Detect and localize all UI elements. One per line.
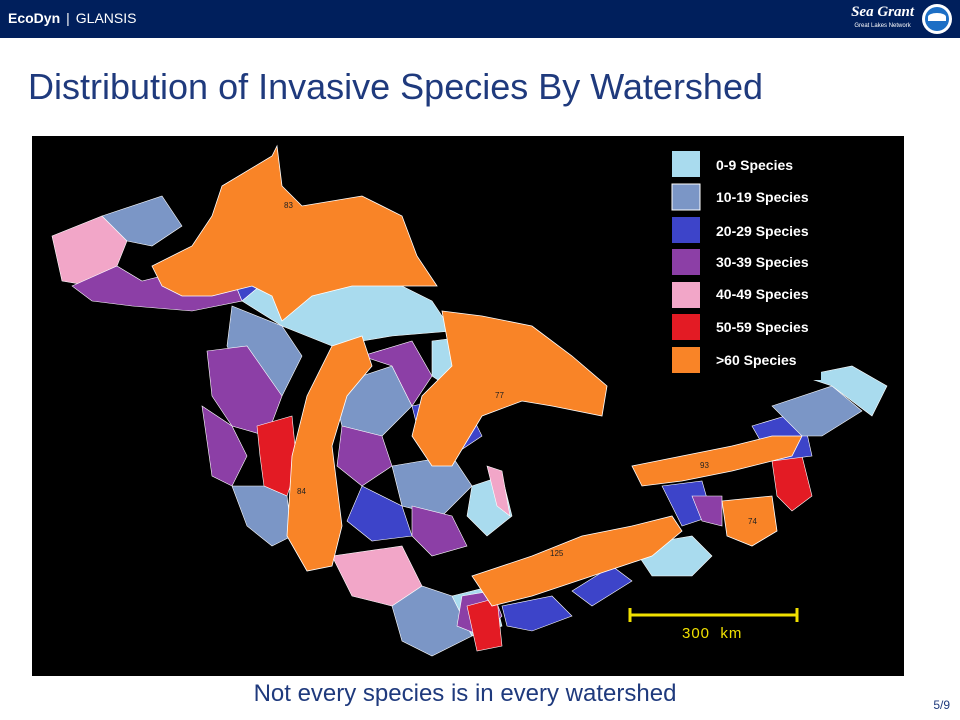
scale-bar: 300 km <box>628 608 799 642</box>
legend-swatch <box>672 347 700 373</box>
lake-superior <box>151 144 438 322</box>
legend-label: 30-39 Species <box>716 254 809 270</box>
lake-label: 83 <box>284 201 293 210</box>
noaa-logo-bird <box>928 13 946 21</box>
sea-grant-logo: Sea Grant Great Lakes Network <box>851 5 914 33</box>
lake-label: 125 <box>550 549 564 558</box>
watershed-region <box>501 595 573 632</box>
lake-huron <box>411 310 608 467</box>
legend-label: 0-9 Species <box>716 157 793 173</box>
lakes <box>151 144 803 607</box>
lake-erie <box>471 515 683 607</box>
lake-label: 77 <box>495 391 504 400</box>
sea-grant-logo-subtext: Great Lakes Network <box>854 23 911 29</box>
lake-label: 74 <box>748 517 757 526</box>
header-logos: Sea Grant Great Lakes Network <box>851 2 952 36</box>
noaa-logo <box>922 4 952 34</box>
page-title: Distribution of Invasive Species By Wate… <box>28 66 763 107</box>
legend-swatch <box>672 217 700 243</box>
watershed-region <box>466 597 503 652</box>
legend-label: >60 Species <box>716 352 797 368</box>
project-name: GLANSIS <box>75 10 137 26</box>
legend-label: 10-19 Species <box>716 189 809 205</box>
watershed-region <box>101 195 183 247</box>
watershed-region <box>336 425 393 487</box>
legend-label: 50-59 Species <box>716 319 809 335</box>
scale-bar-label: 300 km <box>682 625 742 642</box>
sea-grant-logo-text: Sea Grant <box>851 4 914 20</box>
legend-swatch <box>672 282 700 308</box>
lake-label: 93 <box>700 461 709 470</box>
legend-label: 20-29 Species <box>716 223 809 239</box>
lake-label: 84 <box>297 487 306 496</box>
header-bar: EcoDyn | GLANSIS Sea Grant Great Lakes Net… <box>0 0 960 38</box>
watershed-region <box>771 385 863 437</box>
brand-name: EcoDyn <box>8 10 61 26</box>
header-brand: EcoDyn | GLANSIS <box>8 10 136 26</box>
map-caption: Not every species is in every watershed <box>253 680 677 707</box>
watershed-region <box>361 340 433 407</box>
watershed-region <box>571 565 633 607</box>
page-number: 5/9 <box>933 698 950 712</box>
legend-swatch <box>672 151 700 177</box>
legend-label: 40-49 Species <box>716 286 809 302</box>
legend-swatch <box>672 314 700 340</box>
watershed-region <box>800 365 888 417</box>
map-canvas: 83 84 77 125 93 74 0-9 Species 10-19 Spe… <box>32 136 904 676</box>
inland-region <box>721 495 778 547</box>
watershed-region <box>411 505 468 557</box>
watershed-region <box>691 495 723 527</box>
legend-swatch <box>671 183 701 211</box>
watershed-region <box>346 485 413 542</box>
map-legend: 0-9 Species 10-19 Species 20-29 Species … <box>671 150 821 380</box>
watershed-map: 83 84 77 125 93 74 0-9 Species 10-19 Spe… <box>32 136 904 676</box>
lake-ontario <box>631 435 803 487</box>
lake-michigan <box>286 335 373 572</box>
legend-swatch <box>672 249 700 275</box>
brand-separator: | <box>66 10 70 26</box>
watershed-region <box>486 465 511 517</box>
